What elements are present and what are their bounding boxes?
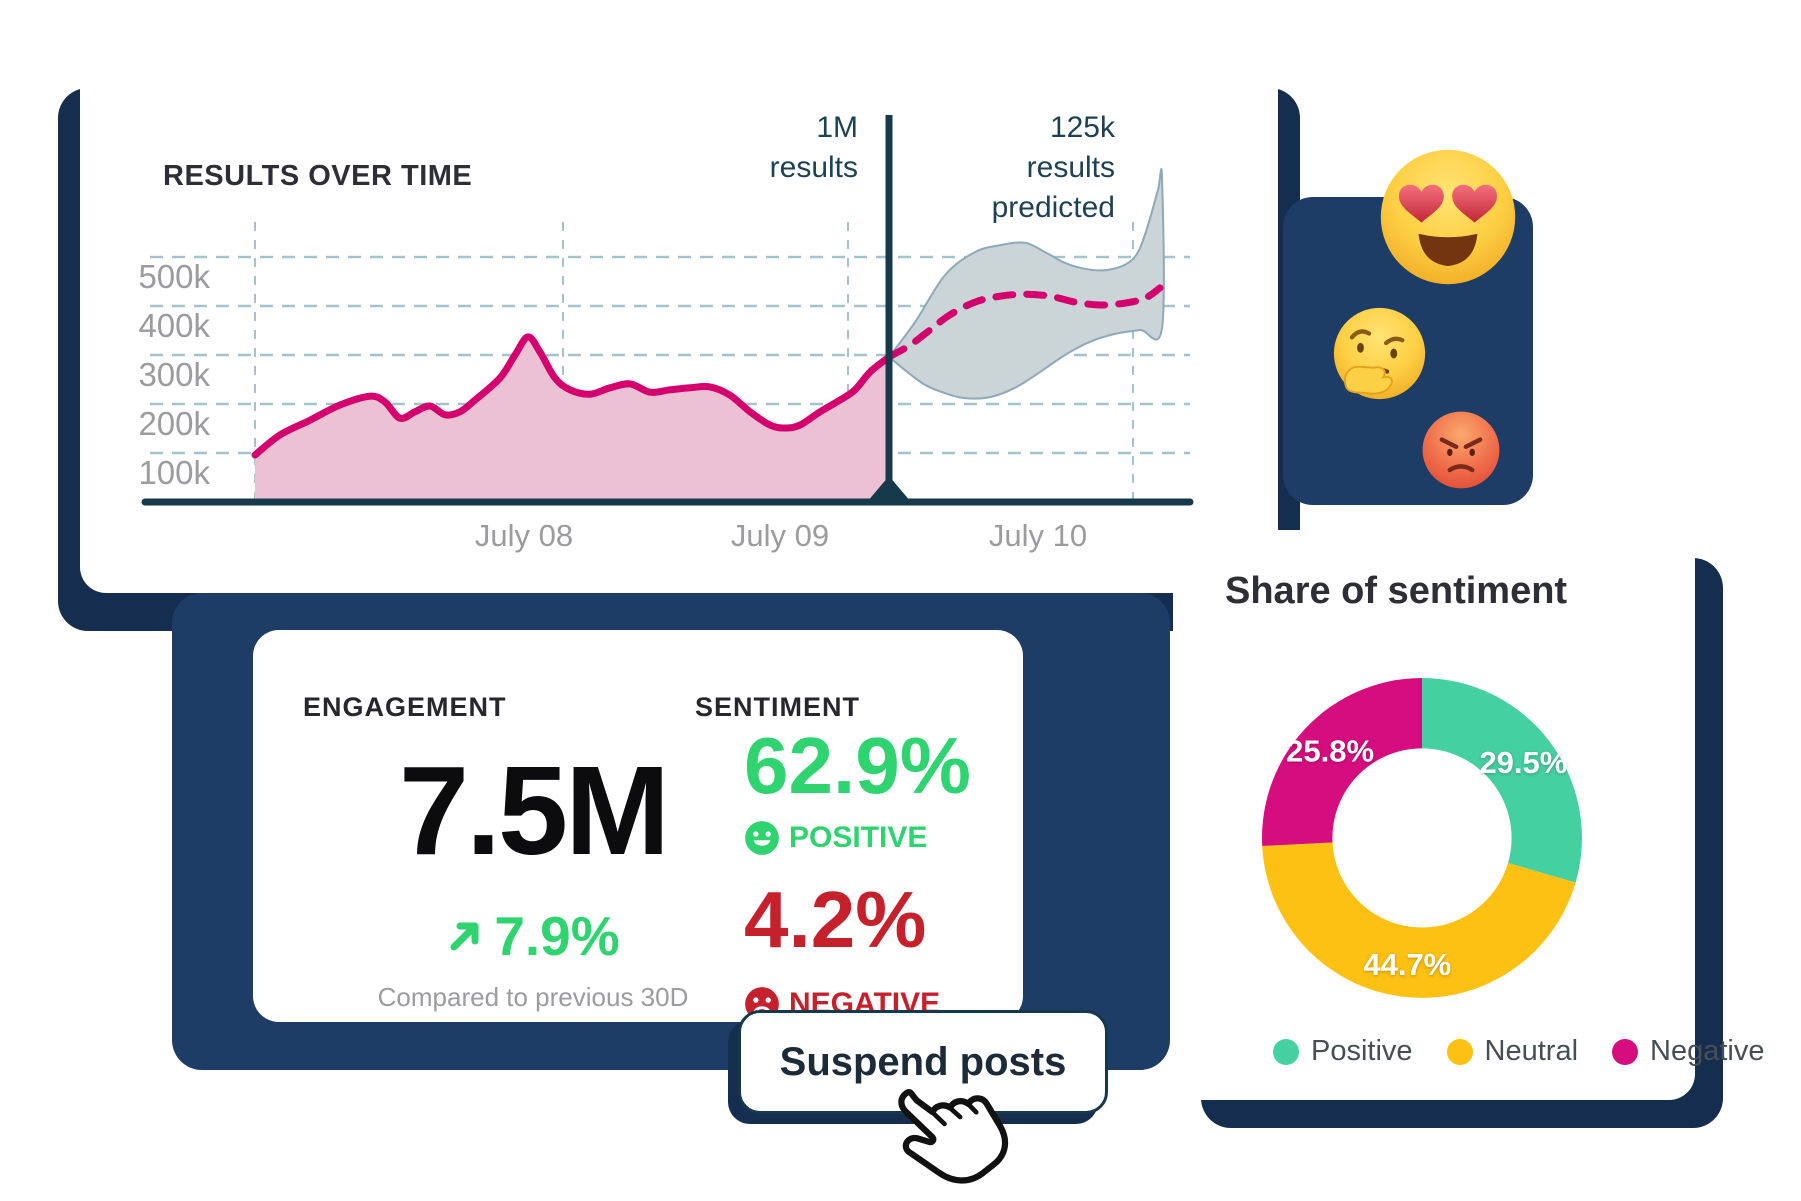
engagement-delta-row: 7.9%: [313, 904, 753, 968]
results-card-title: RESULTS OVER TIME: [163, 160, 473, 192]
sentiment-donut-chart: 29.5% 44.7% 25.8%: [1261, 678, 1582, 998]
angry-face-emoji: [1422, 411, 1500, 489]
engagement-heading: ENGAGEMENT: [303, 692, 507, 722]
negative-legend-dot: [1612, 1038, 1639, 1065]
svg-text:July 08: July 08: [475, 518, 573, 553]
donut-slice-negative: [1261, 678, 1422, 846]
legend-item-neutral[interactable]: Neutral: [1446, 1035, 1579, 1068]
neutral-legend-label: Neutral: [1484, 1035, 1579, 1067]
negative-legend-label: Negative: [1650, 1035, 1765, 1067]
donut-slice-positive: [1422, 678, 1582, 883]
positive-sentiment-value: 62.9%: [744, 721, 971, 810]
svg-text:100k: 100k: [138, 454, 210, 491]
hand-pointer-icon: [898, 1089, 1009, 1184]
svg-text:400k: 400k: [138, 307, 210, 344]
positive-label: POSITIVE: [789, 821, 928, 854]
svg-text:44.7%: 44.7%: [1363, 947, 1451, 982]
sentiment-heading: SENTIMENT: [695, 692, 861, 722]
results-over-time-card: RESULTS OVER TIME 500k 400k 300k 200k 100k Ju…: [80, 50, 1278, 593]
share-of-sentiment-card: Share of sentiment 29.5% 44.7% 25.8% Posit…: [1173, 530, 1765, 1100]
legend-item-positive[interactable]: Positive: [1273, 1035, 1413, 1068]
positive-sentiment-label-row: POSITIVE: [744, 820, 927, 856]
compare-note: Compared to previous 30D: [377, 982, 689, 1012]
engagement-value: 7.5M: [398, 740, 670, 881]
current-results-annotation: 1M results: [769, 111, 858, 184]
svg-text:500k: 500k: [138, 258, 210, 295]
trend-up-arrow-icon: [450, 922, 479, 951]
svg-text:July 10: July 10: [989, 518, 1087, 553]
results-chart: 500k 400k 300k 200k 100k July 08 July 09 July 1…: [138, 115, 1194, 553]
predicted-results-annotation: 125k results predicted: [991, 111, 1115, 224]
thinking-face-emoji: [1333, 307, 1426, 400]
svg-text:200k: 200k: [138, 405, 210, 442]
svg-text:300k: 300k: [138, 356, 210, 393]
engagement-card: ENGAGEMENT SENTIMENT 7.5M 7.9% Compared …: [253, 630, 1023, 1022]
legend-item-negative[interactable]: Negative: [1612, 1035, 1765, 1068]
engagement-delta: 7.9%: [494, 905, 620, 967]
heart-eyes-emoji: [1380, 149, 1516, 285]
svg-text:25.8%: 25.8%: [1286, 733, 1374, 768]
donut-legend: Positive Neutral Negative: [1273, 1035, 1765, 1068]
positive-legend-label: Positive: [1311, 1035, 1413, 1067]
svg-text:29.5%: 29.5%: [1479, 745, 1567, 780]
svg-text:July 09: July 09: [731, 518, 829, 553]
neutral-legend-dot: [1446, 1038, 1473, 1065]
positive-legend-dot: [1273, 1038, 1299, 1065]
grin-face-icon: [745, 821, 779, 855]
negative-sentiment-value: 4.2%: [744, 875, 927, 964]
donut-slice-neutral: [1262, 842, 1576, 998]
share-of-sentiment-title: Share of sentiment: [1225, 570, 1568, 612]
